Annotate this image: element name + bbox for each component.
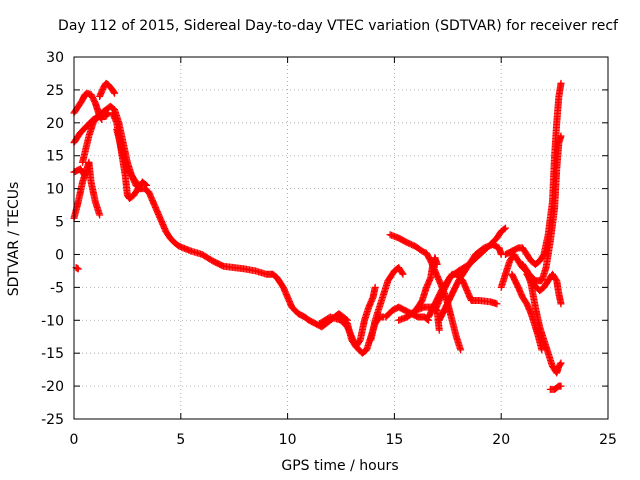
data-point — [399, 270, 407, 278]
data-point — [142, 181, 150, 189]
data-point — [111, 89, 119, 97]
data-point — [557, 382, 565, 390]
series-s23 — [523, 270, 565, 308]
data-point — [557, 79, 565, 87]
series-s10 — [337, 283, 379, 351]
y-tick-label: -20 — [41, 379, 64, 395]
data-point — [371, 283, 379, 291]
y-axis-label: SDTVAR / TECUs — [6, 182, 22, 297]
series-s5 — [96, 79, 119, 100]
x-tick-label: 15 — [385, 432, 403, 448]
x-tick-label: 25 — [599, 432, 617, 448]
x-tick-label: 0 — [70, 432, 79, 448]
series-s24 — [546, 382, 565, 393]
y-tick-label: 10 — [46, 182, 64, 198]
series-main — [72, 264, 82, 273]
data-point — [435, 326, 443, 334]
series-s11 — [367, 264, 407, 344]
y-tick-label: -15 — [41, 346, 64, 362]
data-point — [136, 185, 144, 193]
series-s18 — [435, 241, 505, 324]
y-tick-label: -5 — [50, 280, 64, 296]
data-point — [500, 225, 508, 233]
data-point — [457, 346, 465, 354]
data-point — [538, 346, 546, 354]
data-point — [96, 211, 104, 219]
y-tick-label: -10 — [41, 313, 64, 329]
grid — [74, 57, 608, 419]
data-point — [73, 264, 81, 272]
data-points — [70, 79, 565, 393]
y-tick-label: 0 — [55, 247, 64, 263]
data-point — [80, 170, 88, 178]
data-point — [110, 88, 118, 96]
series-s22 — [519, 132, 565, 285]
series-s21 — [508, 270, 546, 354]
series-s8 — [113, 125, 144, 193]
x-tick-label: 20 — [492, 432, 510, 448]
data-point — [74, 265, 82, 273]
data-point — [501, 224, 509, 232]
x-axis-label: GPS time / hours — [281, 458, 398, 474]
y-tick-label: 15 — [46, 149, 64, 165]
y-tick-label: 5 — [55, 215, 64, 231]
y-tick-label: -25 — [41, 412, 64, 428]
plot-frame — [73, 56, 609, 420]
data-point — [98, 116, 106, 124]
data-point — [557, 300, 565, 308]
data-point — [135, 183, 143, 191]
data-point — [557, 359, 565, 367]
data-point — [81, 171, 89, 179]
data-point — [143, 181, 151, 189]
x-tick-label: 5 — [176, 432, 185, 448]
data-point — [398, 269, 406, 277]
data-point — [433, 260, 441, 268]
y-tick-label: 30 — [46, 50, 64, 66]
series-s3 — [70, 109, 112, 147]
data-point — [493, 300, 501, 308]
data-point — [556, 360, 564, 368]
data-point — [557, 132, 565, 140]
chart-title: Day 112 of 2015, Sidereal Day-to-day VTE… — [58, 18, 619, 34]
x-tick-label: 10 — [279, 432, 297, 448]
y-tick-label: 25 — [46, 83, 64, 99]
axis-ticks: -25 -20 -15 -10 -5 0 5 10 15 20 25 30 0 5 10 15 20 25 — [41, 50, 617, 448]
y-tick-label: 20 — [46, 116, 64, 132]
